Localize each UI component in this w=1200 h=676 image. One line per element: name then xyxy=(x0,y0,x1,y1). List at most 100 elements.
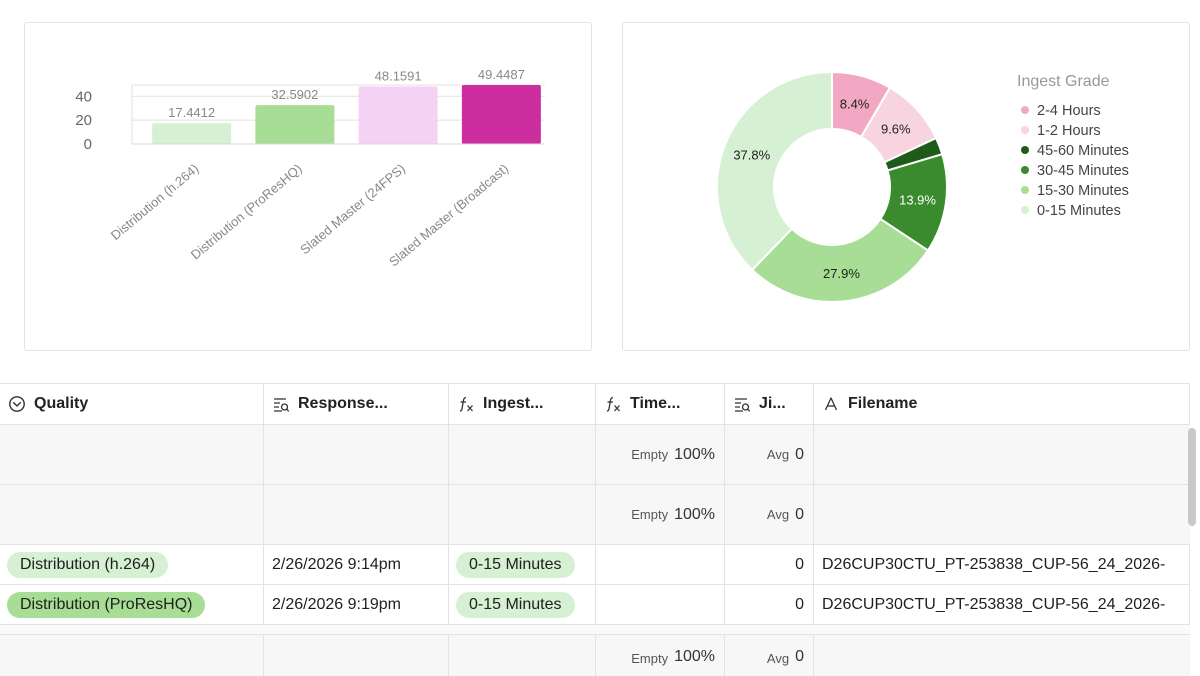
cell-jitter[interactable]: 0 xyxy=(725,545,814,584)
y-tick-label: 0 xyxy=(84,136,92,153)
summary-value: 100% xyxy=(674,445,715,463)
cell-jitter[interactable]: 0 xyxy=(725,585,814,624)
cell-filename[interactable]: D26CUP30CTU_PT-253838_CUP-56_24_2026- xyxy=(814,585,1190,624)
summary-cell-filename xyxy=(814,425,1190,484)
grid-header-row: Quality Response... Ingest... Time... xyxy=(0,384,1190,425)
summary-cell-ingest xyxy=(449,635,596,676)
formula-icon xyxy=(604,395,622,413)
legend-swatch xyxy=(1021,106,1029,114)
cell-quality[interactable]: Distribution (h.264) xyxy=(0,545,264,584)
bar xyxy=(461,85,541,144)
legend-item-label: 1-2 Hours xyxy=(1037,123,1101,139)
formula-icon xyxy=(457,395,475,413)
group-summary-row: Empty 100% Avg 0 xyxy=(0,485,1190,545)
cell-time[interactable] xyxy=(596,545,725,584)
column-label-time: Time... xyxy=(630,395,681,412)
text-field-icon xyxy=(822,395,840,413)
filename-value: D26CUP30CTU_PT-253838_CUP-56_24_2026- xyxy=(822,595,1166,613)
summary-cell-time[interactable]: Empty 100% xyxy=(596,425,725,484)
bar-value-label: 17.4412 xyxy=(168,105,215,120)
summary-cell-response xyxy=(264,635,449,676)
response-value: 2/26/2026 9:14pm xyxy=(272,555,401,573)
legend-item-label: 15-30 Minutes xyxy=(1037,183,1129,199)
summary-cell-quality xyxy=(0,425,264,484)
bar xyxy=(255,105,335,144)
summary-cell-jitter[interactable]: Avg 0 xyxy=(725,635,814,676)
x-tick-label: Slated Master (Broadcast) xyxy=(386,161,511,270)
column-label-response: Response... xyxy=(298,395,388,412)
legend-title: Ingest Grade xyxy=(1017,73,1110,90)
slice-label: 8.4% xyxy=(840,96,870,111)
lookup-icon xyxy=(272,395,290,413)
group-summary-row: Empty 100% Avg 0 xyxy=(0,635,1190,676)
table-row[interactable]: Distribution (ProResHQ) 2/26/2026 9:19pm… xyxy=(0,585,1190,625)
summary-cell-response xyxy=(264,425,449,484)
column-header-quality[interactable]: Quality xyxy=(0,384,264,424)
jitter-value: 0 xyxy=(795,595,804,613)
cell-filename[interactable]: D26CUP30CTU_PT-253838_CUP-56_24_2026- xyxy=(814,545,1190,584)
summary-cell-filename xyxy=(814,485,1190,544)
summary-value: 100% xyxy=(674,648,715,665)
response-value: 2/26/2026 9:19pm xyxy=(272,595,401,613)
ingest-grade-tag: 0-15 Minutes xyxy=(456,591,575,618)
cell-response[interactable]: 2/26/2026 9:19pm xyxy=(264,585,449,624)
donut-chart: 8.4% 9.6% 13.9% 27.9% 37.8% Ingest Grade 2-4 H… xyxy=(716,70,1129,303)
summary-cell-jitter[interactable]: Avg 0 xyxy=(725,425,814,484)
summary-cell-quality xyxy=(0,485,264,544)
summary-cell-filename xyxy=(814,635,1190,676)
summary-label: Avg xyxy=(766,507,790,522)
slice-label: 13.9% xyxy=(899,193,936,208)
summary-label: Empty xyxy=(631,447,669,462)
legend-item-label: 0-15 Minutes xyxy=(1037,203,1121,219)
slice-label: 37.8% xyxy=(733,148,770,163)
bar-chart: 0 20 40 17.4412 Distribution (h.264) 32.5902 D… xyxy=(75,67,545,270)
ingest-grade-tag: 0-15 Minutes xyxy=(456,551,575,578)
table-row[interactable]: Distribution (h.264) 2/26/2026 9:14pm 0-… xyxy=(0,545,1190,585)
cell-ingest[interactable]: 0-15 Minutes xyxy=(449,545,596,584)
cell-time[interactable] xyxy=(596,585,725,624)
summary-label: Empty xyxy=(631,651,669,666)
summary-cell-time[interactable]: Empty 100% xyxy=(596,485,725,544)
x-tick-label: Distribution (h.264) xyxy=(108,161,202,243)
bar xyxy=(152,123,232,144)
summary-label: Avg xyxy=(766,447,790,462)
bar xyxy=(358,86,438,144)
summary-value: 0 xyxy=(795,445,804,463)
donut-slice xyxy=(750,217,930,303)
bar-value-label: 32.5902 xyxy=(271,87,318,102)
slice-label: 9.6% xyxy=(881,122,911,137)
quality-tag: Distribution (h.264) xyxy=(7,551,169,578)
slice-label: 27.9% xyxy=(823,266,860,281)
column-header-ingest[interactable]: Ingest... xyxy=(449,384,596,424)
data-grid: Quality Response... Ingest... Time... xyxy=(0,383,1190,676)
cell-quality[interactable]: Distribution (ProResHQ) xyxy=(0,585,264,624)
quality-tag: Distribution (ProResHQ) xyxy=(7,591,206,618)
column-label-filename: Filename xyxy=(848,395,918,412)
summary-cell-time[interactable]: Empty 100% xyxy=(596,635,725,676)
legend-item-label: 45-60 Minutes xyxy=(1037,143,1129,159)
lookup-icon xyxy=(733,395,751,413)
summary-cell-jitter[interactable]: Avg 0 xyxy=(725,485,814,544)
cell-ingest[interactable]: 0-15 Minutes xyxy=(449,585,596,624)
group-separator xyxy=(0,625,1190,635)
column-label-ingest: Ingest... xyxy=(483,395,544,412)
vertical-scrollbar[interactable] xyxy=(1188,428,1196,526)
column-header-filename[interactable]: Filename xyxy=(814,384,1190,424)
legend-swatch xyxy=(1021,126,1029,134)
summary-cell-ingest xyxy=(449,425,596,484)
summary-cell-ingest xyxy=(449,485,596,544)
cell-response[interactable]: 2/26/2026 9:14pm xyxy=(264,545,449,584)
summary-cell-quality xyxy=(0,635,264,676)
y-tick-label: 20 xyxy=(75,112,92,129)
column-header-jitter[interactable]: Ji... xyxy=(725,384,814,424)
filename-value: D26CUP30CTU_PT-253838_CUP-56_24_2026- xyxy=(822,555,1166,573)
column-header-response[interactable]: Response... xyxy=(264,384,449,424)
legend-swatch xyxy=(1021,146,1029,154)
summary-label: Empty xyxy=(631,507,669,522)
bar-value-label: 48.1591 xyxy=(375,69,422,84)
summary-cell-response xyxy=(264,485,449,544)
legend-swatch xyxy=(1021,166,1029,174)
bar-chart-card: 0 20 40 17.4412 Distribution (h.264) 32.5902 D… xyxy=(24,22,592,351)
column-header-time[interactable]: Time... xyxy=(596,384,725,424)
